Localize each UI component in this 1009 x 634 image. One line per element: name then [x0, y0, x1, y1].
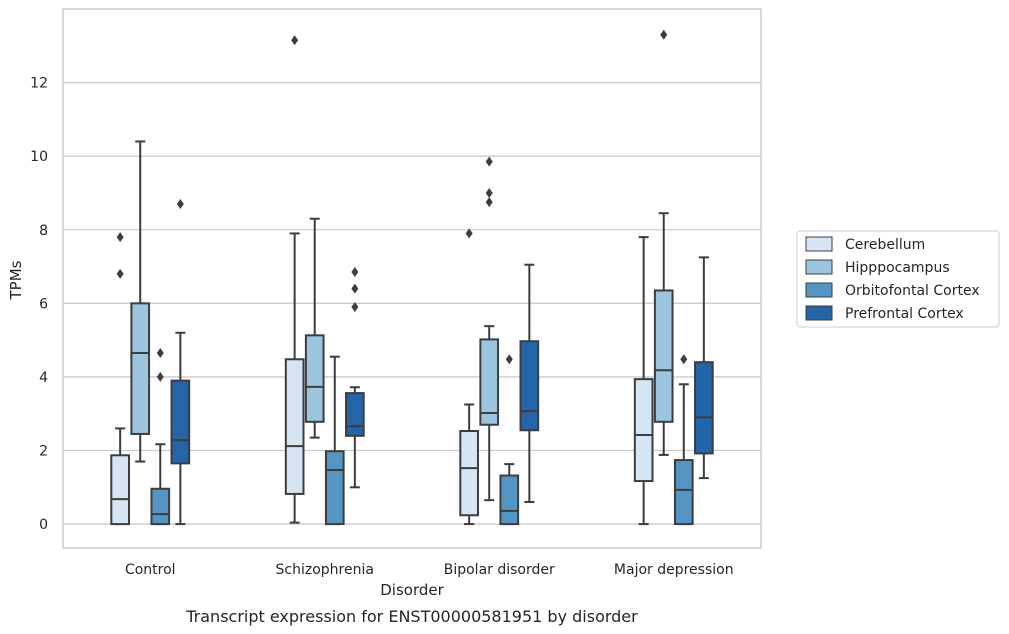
x-tick-labels: Control Schizophrenia Bipolar disorder Majo… [125, 562, 734, 578]
legend-label: Hipppocampus [845, 260, 950, 276]
box-1-1 [304, 217, 325, 439]
y-axis-label: TPMs [7, 260, 25, 300]
y-tick-label: 0 [39, 517, 48, 533]
box-body [130, 302, 151, 435]
y-tick-label: 2 [39, 444, 48, 460]
legend-label: Prefrontal Cortex [845, 306, 964, 322]
box-body [110, 454, 130, 526]
legend-swatch [805, 305, 833, 321]
legend: Cerebellum Hipppocampus Orbitofontal Corte… [796, 230, 1000, 328]
box-3-1 [345, 267, 365, 489]
outlier-point [116, 268, 124, 279]
y-tick-label: 12 [30, 76, 48, 92]
plot-area-frame [62, 8, 762, 549]
box-2-1 [324, 355, 345, 526]
outlier-point [351, 283, 359, 294]
box-body [459, 430, 479, 517]
outlier-point [351, 267, 359, 278]
outlier-point [156, 348, 164, 359]
box-body [284, 358, 305, 495]
box-body [324, 450, 345, 526]
box-body [673, 459, 694, 526]
box-body [170, 379, 191, 465]
box-1-2 [479, 156, 500, 502]
box-0-2 [459, 228, 479, 526]
y-tick-labels: 0 2 4 6 8 10 12 [30, 76, 48, 534]
outlier-point [485, 156, 493, 167]
box-3-0 [170, 198, 191, 526]
outlier-point [660, 29, 668, 40]
outlier-point [176, 198, 184, 209]
box-body [499, 474, 520, 526]
x-tick-label: Bipolar disorder [444, 562, 555, 578]
boxes [110, 29, 714, 526]
box-0-1 [284, 35, 305, 524]
legend-swatch [805, 259, 833, 275]
legend-label: Orbitofontal Cortex [845, 283, 980, 299]
box-body [479, 338, 500, 426]
box-body [519, 340, 540, 432]
box-1-3 [653, 29, 674, 456]
x-axis-label: Disorder [380, 581, 444, 599]
box-0-3 [633, 236, 654, 526]
outlier-point [351, 302, 359, 313]
legend-label: Cerebellum [845, 237, 925, 253]
legend-swatch [805, 282, 833, 298]
outlier-point [116, 232, 124, 243]
y-tick-label: 6 [39, 296, 48, 312]
outlier-point [485, 197, 493, 208]
y-tick-label: 10 [30, 149, 48, 165]
box-2-3 [673, 354, 694, 526]
box-3-3 [694, 256, 714, 480]
legend-frame [796, 230, 1000, 328]
outlier-point [291, 35, 299, 46]
box-body [345, 392, 365, 437]
outlier-point [465, 228, 473, 239]
box-body [694, 361, 714, 455]
box-1-0 [130, 140, 151, 463]
box-0-0 [110, 232, 130, 526]
box-2-2 [499, 354, 520, 526]
box-body [653, 289, 674, 423]
x-tick-label: Control [125, 562, 176, 578]
chart-caption: Transcript expression for ENST0000058195… [185, 607, 638, 626]
y-tick-label: 4 [39, 370, 48, 386]
box-body [304, 334, 325, 423]
box-3-2 [519, 263, 540, 504]
y-tick-label: 8 [39, 223, 48, 239]
outlier-point [485, 187, 493, 198]
box-body [633, 378, 654, 483]
outlier-point [505, 354, 513, 365]
box-2-0 [150, 348, 171, 526]
x-tick-label: Major depression [614, 562, 734, 578]
x-tick-label: Schizophrenia [276, 562, 374, 578]
outlier-point [156, 371, 164, 382]
legend-swatch [805, 236, 833, 252]
outlier-point [680, 354, 688, 365]
box-body [150, 487, 171, 526]
